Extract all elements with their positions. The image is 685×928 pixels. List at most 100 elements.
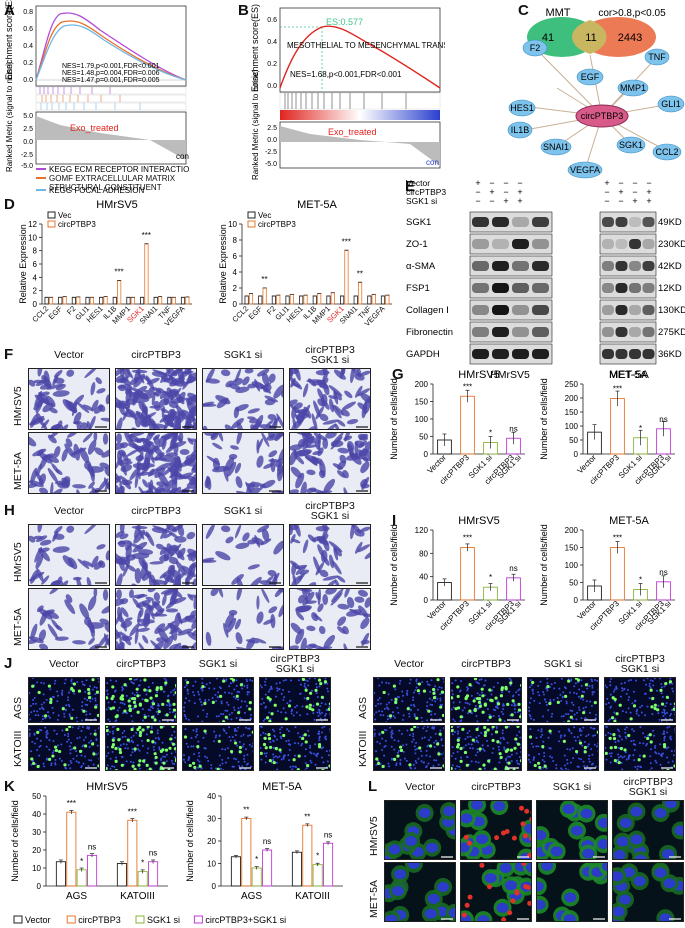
y-tick-label: 150: [565, 544, 579, 553]
significance-label: ***: [342, 237, 351, 246]
band: [615, 327, 628, 337]
legend-swatch: [193, 915, 203, 924]
lane-mark: −: [517, 178, 522, 188]
band: [615, 261, 628, 271]
legend-k: Vector circPTBP3 SGK1 si circPTBP3+SGK1 si: [13, 915, 286, 925]
micrograph: [28, 677, 100, 723]
significance-label: ***: [67, 799, 76, 808]
y-axis-label: Number of cells/field: [539, 378, 549, 460]
image-label: SGK1 si: [628, 786, 668, 798]
band: [602, 217, 614, 227]
node-egf: [576, 68, 604, 86]
band: [512, 349, 529, 359]
band: [492, 349, 509, 359]
band: [615, 283, 628, 293]
micrograph: [536, 800, 608, 860]
chart-title: HMrSV5: [96, 199, 138, 211]
panel-label-h: H: [4, 502, 15, 519]
bar: [344, 250, 349, 305]
bar: [44, 296, 49, 305]
hit-ticks-ecm: [39, 87, 111, 94]
hub-label: circPTBP3: [581, 111, 624, 121]
band: [602, 261, 614, 271]
y-tick-label: 150: [565, 408, 579, 417]
band: [532, 261, 549, 271]
micrograph: [28, 432, 110, 494]
y-axis-label: Number of cells/field: [539, 524, 549, 606]
gsea-a-ytick: 0.6: [23, 26, 33, 33]
gsea-b-ylabel2: Ranked Metric (signal to noise): [251, 69, 260, 180]
image-label: SGK1 si: [310, 354, 350, 366]
image-label: SGK1 si: [552, 781, 592, 793]
kd-label: 42KD: [658, 261, 682, 272]
gsea-a-ytick: 0.4: [23, 43, 33, 50]
gsea-b-rtick: 2.5: [267, 125, 277, 132]
gsea-a-ylabel2: Ranked Metric (signal to noise): [5, 61, 14, 172]
es-curve-mmt: [279, 25, 441, 89]
es-curve-focal: [35, 24, 187, 81]
lane-mark: −: [503, 178, 508, 188]
venn-right-label: cor>0.8,p<0.05: [598, 8, 666, 19]
venn-b-count: 2443: [618, 32, 642, 44]
bar: [48, 296, 54, 305]
y-tick-label: 2: [233, 284, 238, 293]
band: [512, 217, 529, 227]
lane-mark: −: [604, 187, 609, 197]
bar: [148, 861, 159, 887]
bar: [167, 296, 172, 305]
bar: [302, 824, 313, 887]
gsea-b-es: ES:0.577: [326, 17, 363, 27]
micrograph: [612, 800, 684, 860]
bar: [299, 295, 304, 305]
lane-mark: −: [489, 196, 494, 206]
venn-network: MMT cor>0.8,p<0.05 41 11 2443 circPTBP3 …: [507, 7, 685, 179]
image-label: MET-5A: [12, 608, 24, 646]
cell-line-label: HMrSV5: [490, 369, 530, 381]
node-gli1: [657, 95, 685, 113]
bar: [241, 818, 252, 887]
significance-label: *: [316, 852, 319, 861]
gsea-a-rtick: 5.0: [23, 113, 33, 120]
y-tick-label: 100: [565, 422, 579, 431]
gsea-a-group: Exo_treated: [70, 123, 119, 133]
chart-title: HMrSV5: [458, 369, 500, 381]
node-label: F2: [530, 43, 541, 53]
chart-title: MET-5A: [609, 369, 649, 381]
protein-label: α-SMA: [406, 261, 436, 272]
y-tick-label: 6: [233, 252, 238, 261]
node-label: MMP1: [620, 83, 646, 93]
blot-strip: [469, 343, 553, 365]
image-label: SGK1 si: [620, 663, 660, 675]
chart-title: HMrSV5: [86, 781, 128, 793]
blot-strip: [599, 255, 657, 277]
legend-label: circPTBP3: [258, 220, 296, 229]
image-label: SGK1 si: [223, 349, 263, 361]
y-tick-label: 0: [37, 882, 42, 891]
protein-label: FSP1: [406, 283, 430, 294]
band: [642, 327, 655, 337]
bar: [262, 849, 273, 887]
gsea-a-nes-1: NES=1.79,p<0.001,FDR<0.001: [62, 63, 160, 70]
venn-left-label: MMT: [545, 7, 570, 19]
condition-label: circPTBP3: [406, 187, 446, 197]
gsea-b-rtick: 0.0: [267, 137, 277, 144]
y-tick-label: 10: [228, 220, 237, 229]
band: [492, 239, 509, 249]
band: [532, 239, 549, 249]
band: [472, 349, 489, 359]
significance-label: *: [639, 576, 642, 585]
band: [472, 283, 489, 293]
node-circptbp3: [575, 104, 629, 128]
blot-strip: [469, 211, 553, 233]
micrograph: [450, 725, 522, 771]
bar: [380, 295, 386, 305]
significance-label: ns: [149, 849, 157, 858]
micrograph: [202, 368, 284, 430]
lane-mark: −: [618, 196, 623, 206]
lane-mark: +: [475, 178, 480, 188]
image-label: KATOIII: [357, 730, 369, 767]
significance-label: *: [80, 857, 83, 866]
image-label: SGK1 si: [310, 510, 350, 522]
